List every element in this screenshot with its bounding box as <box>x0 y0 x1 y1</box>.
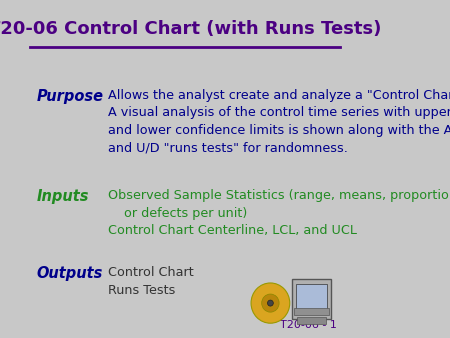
Text: Outputs: Outputs <box>36 266 103 281</box>
FancyBboxPatch shape <box>297 317 325 323</box>
Circle shape <box>267 300 273 306</box>
FancyBboxPatch shape <box>292 279 331 319</box>
Circle shape <box>251 283 290 323</box>
Text: Control Chart
Runs Tests: Control Chart Runs Tests <box>108 266 194 297</box>
Text: T20-06 - 1: T20-06 - 1 <box>279 320 337 330</box>
Text: Inputs: Inputs <box>36 189 89 204</box>
Text: Observed Sample Statistics (range, means, proportions,
    or defects per unit)
: Observed Sample Statistics (range, means… <box>108 189 450 237</box>
Text: Allows the analyst create and analyze a "Control Chart".
A visual analysis of th: Allows the analyst create and analyze a … <box>108 89 450 154</box>
Text: T20-06 Control Chart (with Runs Tests): T20-06 Control Chart (with Runs Tests) <box>0 20 382 38</box>
Text: Purpose: Purpose <box>36 89 104 103</box>
FancyBboxPatch shape <box>296 284 328 309</box>
FancyBboxPatch shape <box>294 309 329 315</box>
Circle shape <box>262 294 279 312</box>
